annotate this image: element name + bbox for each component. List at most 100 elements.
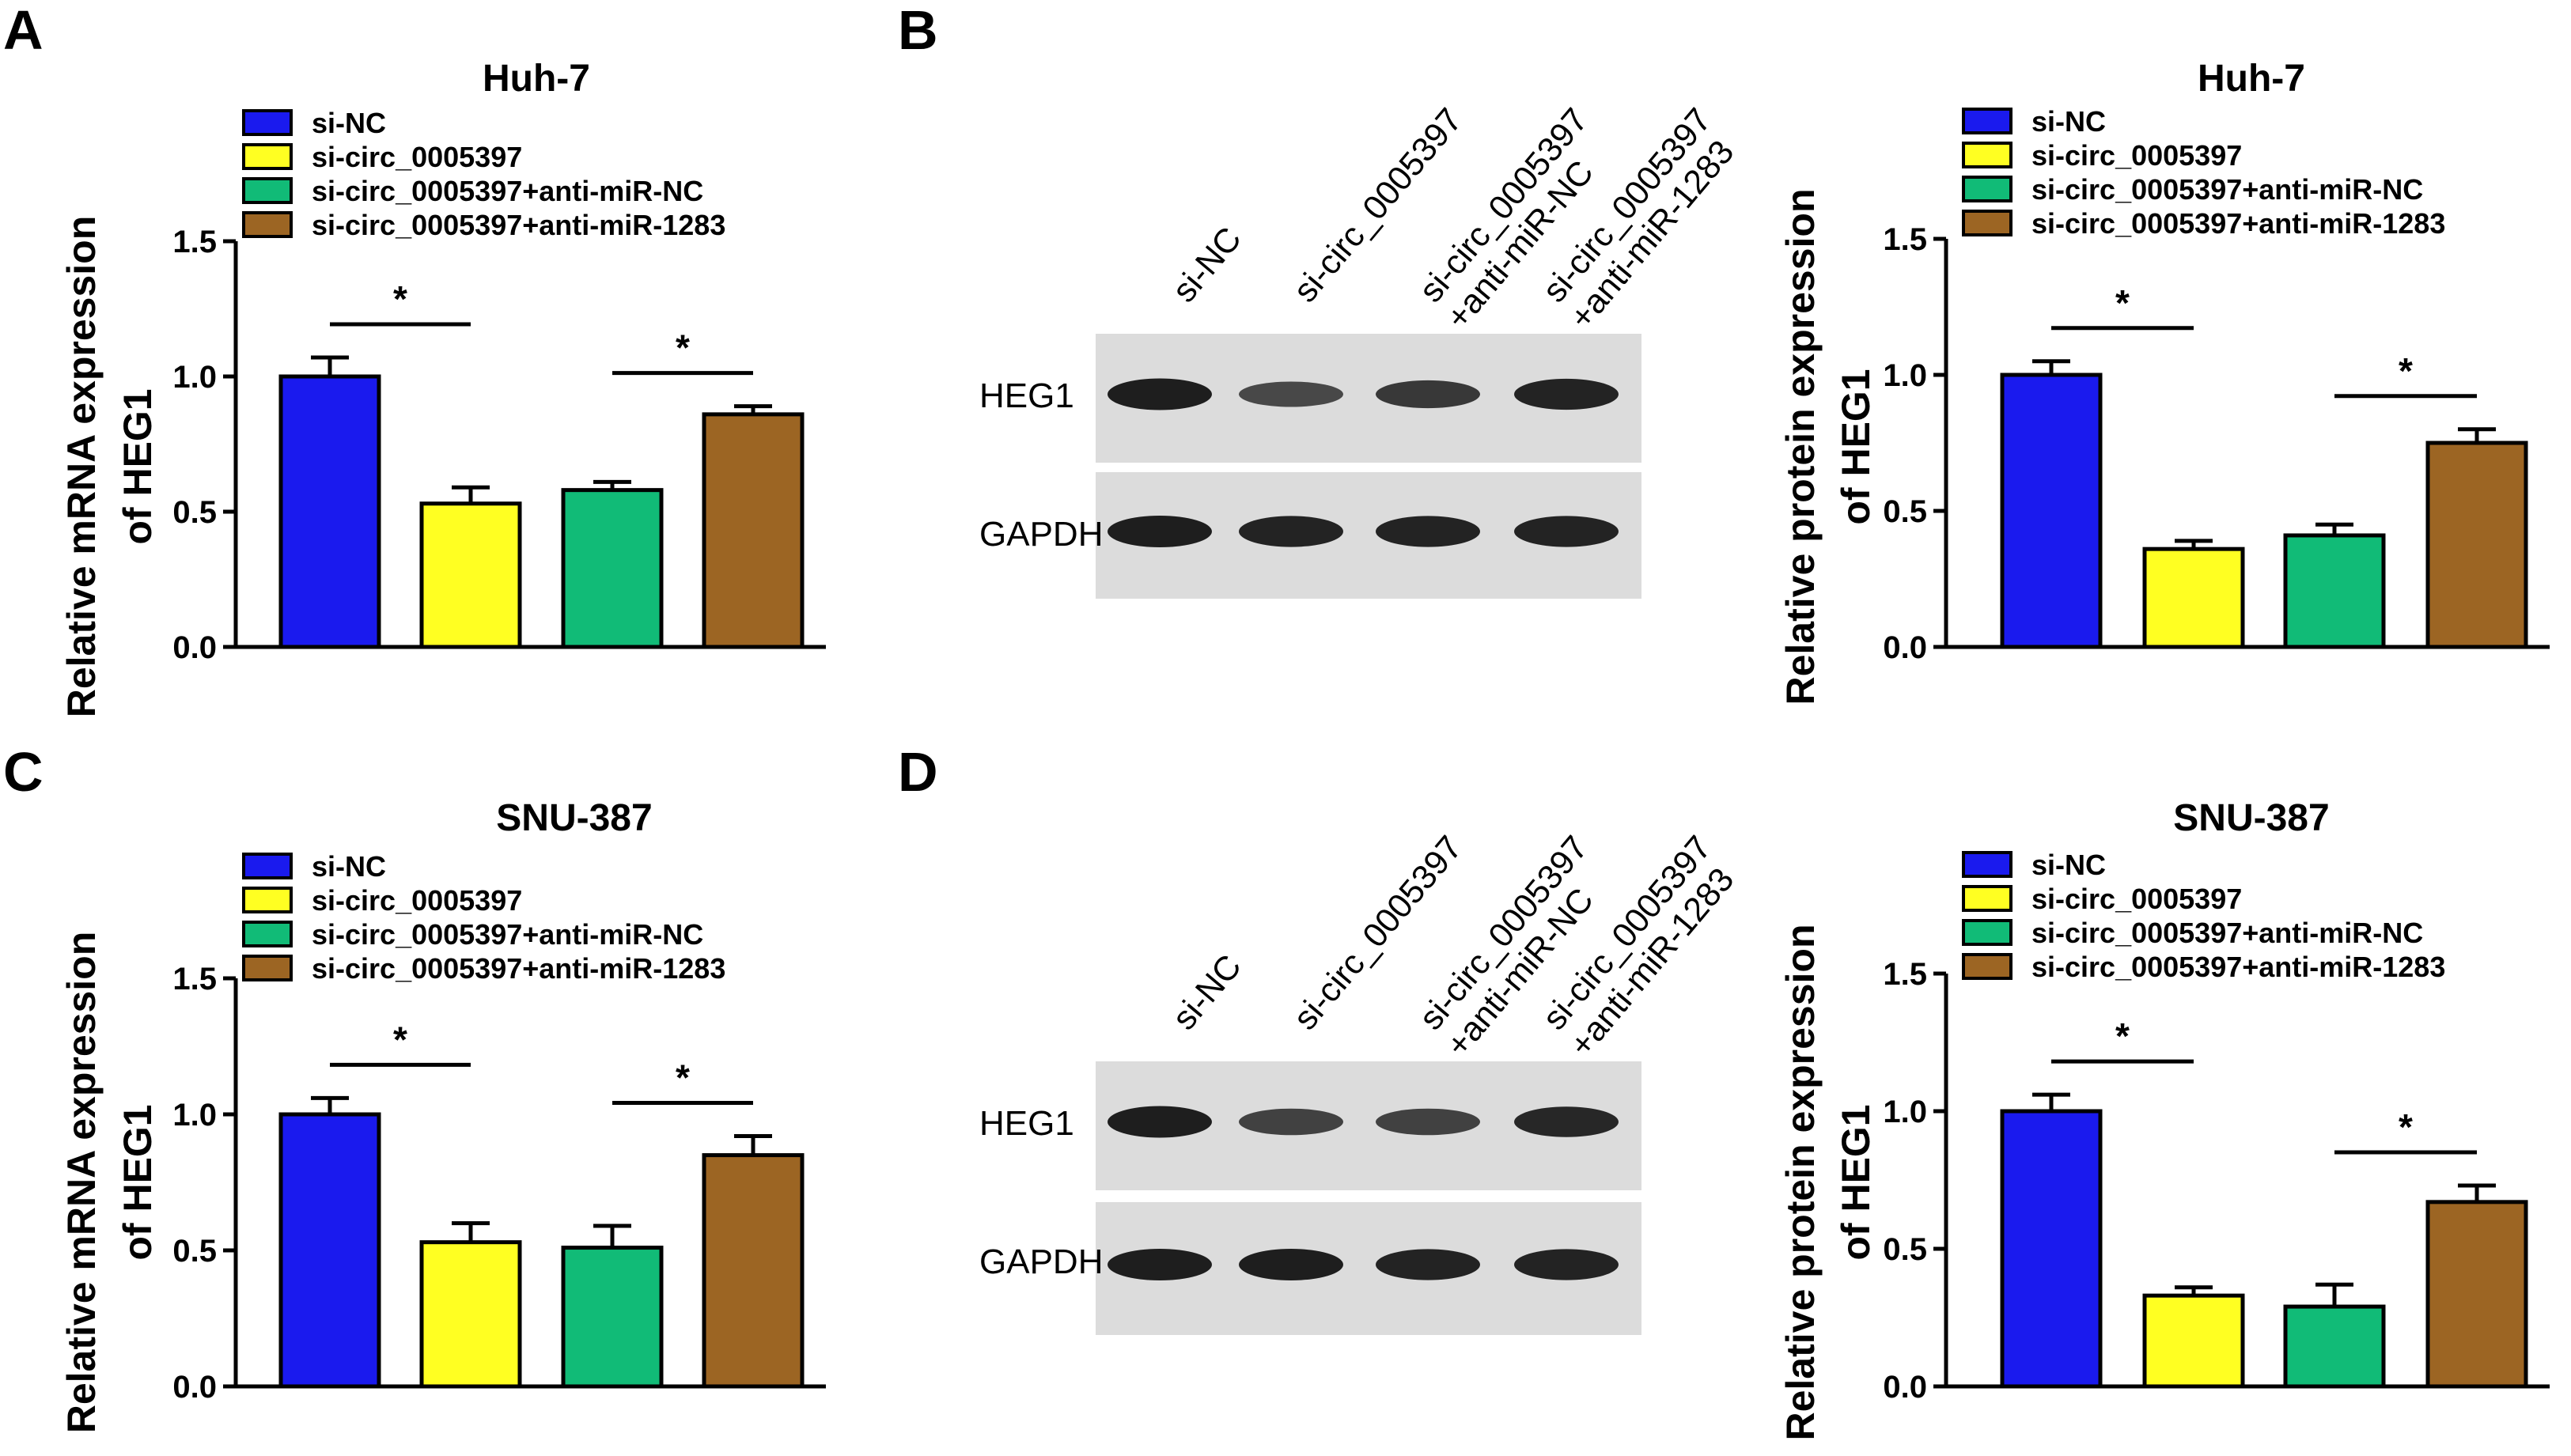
y-tick-label: 1.5 — [172, 225, 217, 259]
chart-title: Huh-7 — [483, 58, 590, 100]
significance-star: * — [676, 327, 690, 369]
blot-band — [1239, 381, 1343, 407]
blot-band — [1376, 516, 1480, 547]
chart-title: Huh-7 — [2198, 58, 2305, 100]
bar — [2000, 1109, 2103, 1389]
blot-band — [1239, 1108, 1343, 1136]
legend-swatch — [1962, 885, 2012, 912]
chart-d: SNU-387 Relative protein expression of HEG… — [1778, 797, 2550, 1441]
legend-label: si-circ_0005397+anti-miR-NC — [312, 175, 703, 207]
bar — [419, 1240, 522, 1389]
legend-label: si-circ_0005397 — [312, 884, 522, 917]
y-tick-label: 0.5 — [1883, 1232, 1927, 1267]
chart-c: SNU-387 Relative mRNA expression of HEG1 0.… — [59, 797, 826, 1433]
legend-swatch — [1962, 851, 2012, 878]
bar — [561, 1246, 664, 1389]
y-tick-label: 1.0 — [1883, 358, 1927, 393]
y-tick-label: 0.0 — [1883, 630, 1927, 665]
significance-star: * — [393, 278, 407, 320]
legend-swatch — [242, 887, 293, 913]
bar — [702, 1153, 805, 1389]
y-tick-label: 1.0 — [172, 360, 217, 395]
legend-label: si-circ_0005397+anti-miR-1283 — [2031, 207, 2445, 240]
bar — [278, 374, 381, 649]
y-tick-label: 0.0 — [1883, 1370, 1927, 1405]
blot-band — [1514, 516, 1619, 547]
significance-star: * — [2115, 282, 2130, 323]
y-tick-label: 0.0 — [172, 630, 217, 665]
y-axis-label: Relative protein expression — [1778, 924, 1823, 1440]
bar — [2142, 1293, 2245, 1389]
legend-swatch — [1962, 108, 2012, 134]
legend-label: si-NC — [312, 850, 386, 883]
chart-title: SNU-387 — [496, 797, 652, 839]
legend-label: si-circ_0005397+anti-miR-1283 — [312, 209, 725, 241]
legend-label: si-NC — [2031, 849, 2106, 881]
legend-label: si-NC — [2031, 105, 2106, 138]
panel-letter-a: A — [3, 0, 44, 61]
legend-label: si-circ_0005397+anti-miR-1283 — [2031, 951, 2445, 983]
y-tick-label: 1.0 — [172, 1098, 217, 1133]
blot-row-label: GAPDH — [979, 1242, 1103, 1281]
y-tick-label: 0.0 — [172, 1370, 217, 1405]
y-tick-label: 1.5 — [172, 962, 217, 997]
bar — [2425, 441, 2528, 649]
y-axis-label: of HEG1 — [115, 1104, 160, 1260]
legend-label: si-circ_0005397 — [2031, 883, 2242, 915]
bar — [2142, 546, 2245, 649]
y-axis-label: Relative mRNA expression — [59, 932, 104, 1434]
y-tick-label: 1.5 — [1883, 222, 1927, 257]
significance-star: * — [2115, 1015, 2130, 1057]
legend-label: si-NC — [312, 107, 386, 139]
blot-b: si-NC si-circ_0005397si-circ_0005397+anti… — [979, 101, 1741, 599]
blot-row-label: GAPDH — [979, 515, 1103, 554]
bar — [2425, 1200, 2528, 1389]
legend-swatch — [242, 211, 293, 238]
y-axis-label: of HEG1 — [1834, 1104, 1878, 1260]
blot-band — [1514, 1249, 1619, 1280]
legend-swatch — [242, 143, 293, 170]
legend-label: si-circ_0005397+anti-miR-NC — [312, 918, 703, 951]
legend-swatch — [1962, 919, 2012, 946]
western-blots: si-NC si-circ_0005397si-circ_0005397+anti… — [979, 101, 1741, 1335]
legend-swatch — [242, 109, 293, 136]
blot-band — [1239, 516, 1343, 547]
blot-band — [1514, 378, 1619, 410]
blot-row-label: HEG1 — [979, 376, 1074, 415]
significance-star: * — [676, 1057, 690, 1099]
blot-band — [1514, 1106, 1619, 1137]
blot-band — [1376, 1108, 1480, 1136]
bar — [278, 1112, 381, 1389]
legend-label: si-circ_0005397 — [2031, 139, 2242, 172]
panel-letter-c: C — [3, 741, 44, 803]
panel-letter-b: B — [898, 0, 938, 61]
y-tick-label: 0.5 — [172, 1234, 217, 1269]
bar — [419, 501, 522, 649]
legend-label: si-circ_0005397 — [312, 141, 522, 173]
legend-label: si-circ_0005397+anti-miR-NC — [2031, 917, 2423, 949]
y-tick-label: 0.5 — [1883, 494, 1927, 529]
bar — [2000, 373, 2103, 649]
bar — [702, 412, 805, 649]
lane-label: si-NC — [1165, 947, 1249, 1037]
blot-d: si-NC si-circ_0005397si-circ_0005397+anti… — [979, 829, 1741, 1335]
chart-title: SNU-387 — [2173, 797, 2329, 839]
panel-letter-d: D — [898, 741, 938, 803]
legend-swatch — [242, 921, 293, 947]
significance-star: * — [393, 1019, 407, 1060]
bar — [2283, 533, 2386, 649]
blot-band — [1108, 1249, 1212, 1280]
y-axis-label: Relative protein expression — [1778, 188, 1823, 705]
y-axis-label: of HEG1 — [1834, 369, 1878, 524]
significance-star: * — [2399, 350, 2413, 391]
legend-swatch — [242, 955, 293, 981]
legend-swatch — [1962, 210, 2012, 236]
y-tick-label: 0.5 — [172, 495, 217, 530]
bar — [561, 488, 664, 649]
bar — [2283, 1304, 2386, 1389]
blot-row-label: HEG1 — [979, 1104, 1074, 1143]
legend-swatch — [242, 177, 293, 204]
legend-swatch — [1962, 176, 2012, 202]
blot-band — [1108, 378, 1212, 410]
